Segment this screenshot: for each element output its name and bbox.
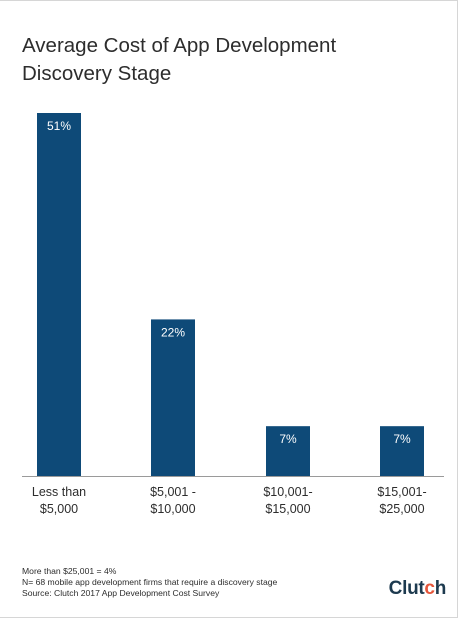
footnote-other: More than $25,001 = 4% [22,566,117,576]
category-label-0-line-2: $5,000 [40,502,78,516]
category-label-2-line-2: $15,000 [265,502,310,516]
chart-title-line-1: Average Cost of App Development [22,34,337,57]
bar-2 [266,426,310,476]
bar-chart: 51% Less than $5,000 22% $5,001 - $10,000 7% $1… [22,113,444,516]
category-label-1-line-2: $10,000 [150,502,195,516]
bar-value-label-3: 7% [393,432,411,446]
bar-value-label-2: 7% [279,432,297,446]
bar-value-label-1: 22% [161,325,185,339]
clutch-logo: Clutch [388,578,447,600]
footnote-sample: N= 68 mobile app development firms that … [22,577,278,587]
logo-text-tail: h [434,578,447,599]
chart-title: Average Cost of App Development Discover… [22,32,442,88]
bar-3 [380,426,424,476]
logo-text-main: Clut [388,578,425,599]
footnotes: More than $25,001 = 4% N= 68 mobile app … [22,566,277,599]
logo-text-accent: c [424,578,435,599]
chart-title-line-2: Discovery Stage [22,62,172,85]
category-label-0-line-1: Less than [32,485,86,499]
category-label-1-line-1: $5,001 - [150,485,196,499]
category-label-3-line-2: $25,000 [379,502,424,516]
bar-0 [37,113,81,476]
bar-value-label-0: 51% [47,119,71,133]
footnote-source: Source: Clutch 2017 App Development Cost… [22,588,220,598]
category-label-3-line-1: $15,001- [377,485,426,499]
category-label-2-line-1: $10,001- [263,485,312,499]
bar-1 [151,319,195,476]
